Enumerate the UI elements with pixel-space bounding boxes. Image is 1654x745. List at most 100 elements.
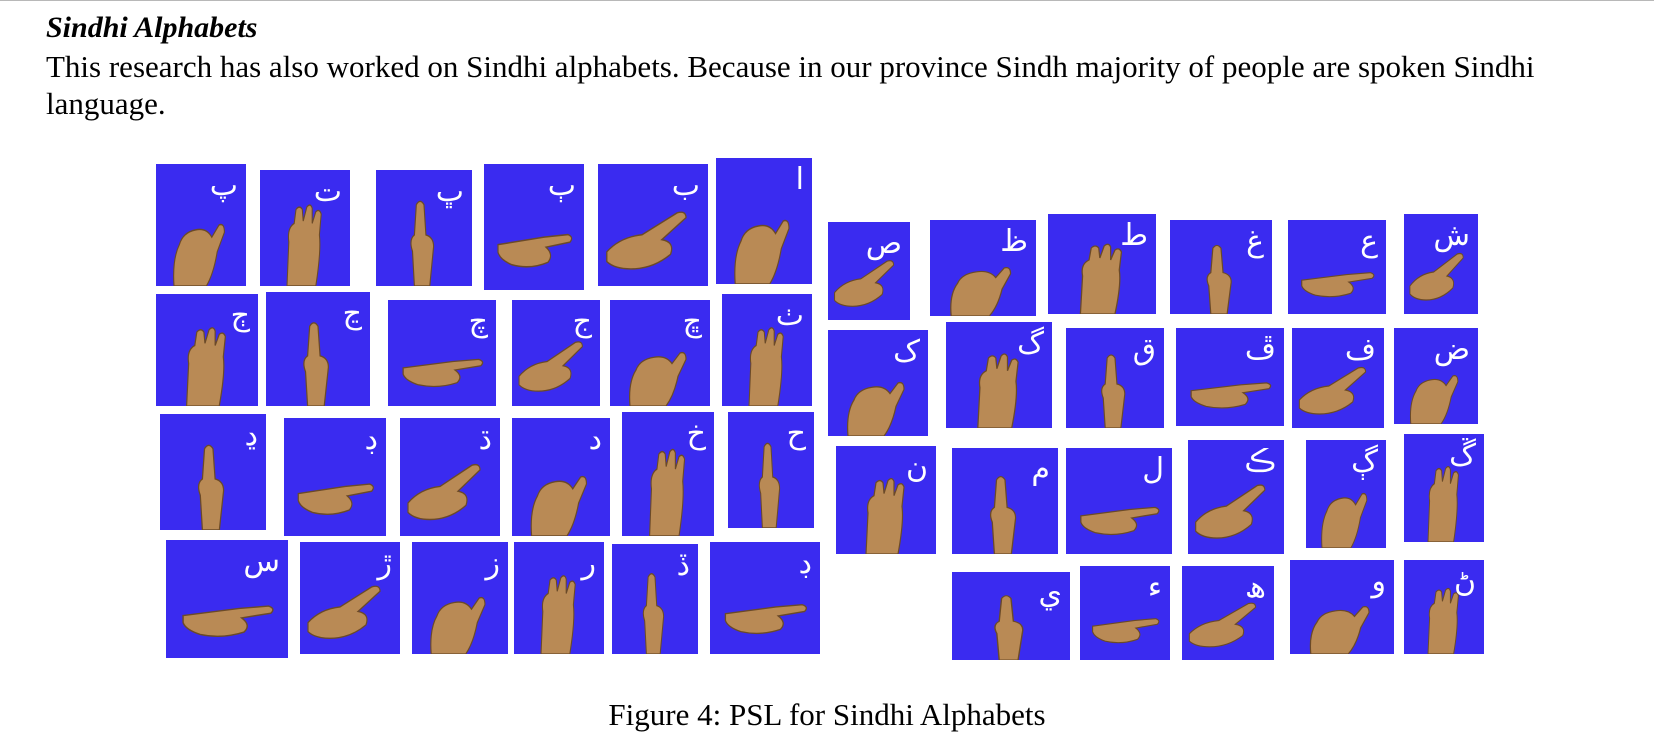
hand-sign-illustration — [847, 381, 905, 436]
sign-tile: ٻ — [484, 164, 584, 290]
sign-tile: ق — [1066, 328, 1164, 428]
sign-tile: ن — [836, 446, 936, 554]
hand-sign-illustration — [518, 341, 583, 392]
hand-sign-illustration — [748, 327, 784, 406]
sign-tile: ڌ — [400, 418, 500, 536]
hand-shape — [748, 327, 784, 406]
hand-shape — [1206, 244, 1232, 314]
hand-shape — [1427, 466, 1459, 542]
hand-shape — [1309, 606, 1370, 654]
hand-shape — [185, 327, 226, 406]
hand-sign-illustration — [197, 444, 225, 530]
sindhi-letter: غ — [1246, 224, 1264, 259]
hand-sign-illustration — [497, 233, 573, 268]
sindhi-letter: ھ — [1245, 570, 1266, 605]
hand-shape — [989, 475, 1017, 554]
hand-shape — [1188, 602, 1257, 648]
hand-shape — [734, 219, 790, 284]
hand-shape — [197, 444, 225, 530]
sindhi-letter: ڊ — [364, 422, 378, 457]
hand-shape — [497, 233, 573, 268]
sign-tile: ک — [828, 330, 928, 436]
hand-sign-illustration — [1298, 366, 1367, 415]
hand-shape — [1080, 506, 1160, 536]
hand-shape — [1409, 252, 1464, 301]
hand-shape — [1079, 243, 1123, 314]
hand-shape — [540, 575, 576, 654]
hand-shape — [1101, 354, 1126, 428]
hand-shape — [977, 353, 1019, 428]
hand-shape — [1190, 382, 1272, 409]
hand-shape — [606, 211, 687, 270]
sindhi-letter: ڏ — [676, 548, 690, 583]
hand-sign-illustration — [649, 448, 686, 536]
sindhi-letter: ي — [1038, 576, 1062, 611]
hand-sign-illustration — [540, 575, 576, 654]
sign-tile: ر — [514, 542, 604, 654]
sign-tile: ڀ — [376, 170, 472, 286]
sindhi-letter: س — [243, 544, 280, 579]
hand-sign-illustration — [182, 605, 274, 637]
hand-shape — [865, 478, 905, 554]
sign-tile: ع — [1288, 220, 1386, 314]
hand-sign-illustration — [758, 442, 781, 528]
sign-tile: ڇ — [610, 300, 710, 406]
sindhi-letter: ڳ — [1351, 444, 1378, 479]
sign-tile: ٺ — [722, 294, 812, 406]
sindhi-letter: ظ — [1000, 224, 1028, 259]
sign-tile: م — [952, 448, 1058, 554]
hand-shape — [834, 260, 895, 307]
hand-shape — [173, 223, 225, 286]
sindhi-letter: ح — [786, 416, 806, 451]
sindhi-letter: چ — [468, 304, 488, 339]
sindhi-letter: ق — [1132, 332, 1156, 367]
sign-tile: ف — [1292, 328, 1384, 428]
section-paragraph: This research has also worked on Sindhi … — [46, 49, 1535, 121]
sign-tile: ڃ — [266, 292, 370, 406]
sindhi-letter: ڱ — [1449, 438, 1476, 473]
sindhi-letter: ج — [572, 304, 592, 339]
sindhi-letter: و — [1371, 564, 1387, 599]
hand-sign-illustration — [1206, 244, 1232, 314]
sign-tile: ظ — [930, 220, 1036, 316]
sindhi-letter: ڦ — [1244, 332, 1276, 367]
sindhi-letter: ض — [1433, 332, 1470, 367]
hand-shape — [307, 585, 381, 639]
sindhi-letter: ڊ — [798, 546, 812, 581]
hand-sign-illustration — [950, 267, 1012, 316]
hand-sign-illustration — [1079, 243, 1123, 314]
sign-tile: ل — [1066, 448, 1172, 554]
sindhi-letter: ء — [1147, 570, 1162, 605]
sindhi-letter: ڪ — [1244, 444, 1276, 479]
sign-tile: ڪ — [1188, 440, 1284, 554]
sindhi-letter: ط — [1120, 218, 1148, 253]
hand-shape — [410, 200, 435, 286]
hand-sign-illustration — [1427, 466, 1459, 542]
sindhi-letter: ع — [1360, 224, 1378, 259]
hand-sign-illustration — [1101, 354, 1126, 428]
sindhi-letter: م — [1031, 452, 1050, 487]
hand-sign-illustration — [185, 327, 226, 406]
sindhi-letter: ٻ — [547, 168, 576, 203]
sindhi-letter: ڀ — [435, 174, 464, 209]
hand-shape — [642, 573, 665, 654]
hand-sign-illustration — [629, 351, 687, 406]
sign-tile: خ — [622, 412, 714, 536]
hand-sign-illustration — [303, 322, 330, 406]
hand-shape — [1301, 272, 1375, 298]
sign-tile: ڦ — [1176, 328, 1284, 426]
sindhi-letter: ڻ — [1453, 564, 1476, 599]
sindhi-letter: ت — [313, 174, 342, 209]
hand-sign-illustration — [1195, 484, 1266, 539]
hand-sign-illustration — [642, 573, 665, 654]
hand-sign-illustration — [530, 475, 588, 536]
sindhi-letter: ڌ — [478, 422, 492, 457]
sign-tile: ي — [952, 572, 1070, 660]
sign-tile: چ — [388, 300, 496, 406]
hand-shape — [758, 442, 781, 528]
hand-sign-illustration — [606, 211, 687, 270]
hand-shape — [950, 267, 1012, 316]
sindhi-letter: ا — [795, 162, 804, 197]
hand-shape — [407, 463, 481, 521]
